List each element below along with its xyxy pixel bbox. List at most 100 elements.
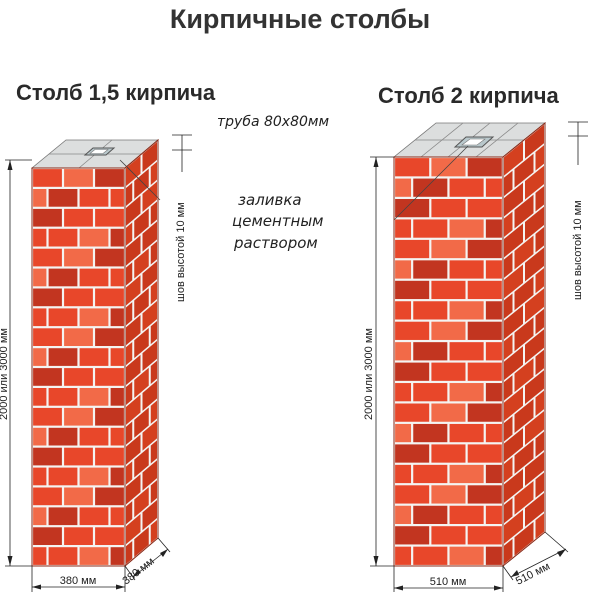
brick — [142, 420, 157, 451]
brick — [395, 342, 412, 361]
brick — [48, 189, 78, 207]
brick — [395, 219, 412, 238]
brick — [48, 228, 78, 247]
brick — [535, 267, 544, 294]
brick — [134, 447, 149, 478]
brick — [395, 383, 412, 402]
brick — [142, 141, 157, 173]
brick — [504, 428, 523, 462]
brick — [126, 262, 133, 286]
brick — [134, 327, 149, 359]
brick — [504, 416, 513, 442]
brick — [33, 407, 62, 426]
brick — [126, 474, 141, 505]
brick — [33, 348, 47, 366]
brick — [150, 161, 157, 185]
brick — [110, 427, 124, 446]
brick — [525, 329, 544, 364]
brick — [514, 317, 534, 352]
brick — [32, 168, 125, 566]
brick — [514, 276, 534, 311]
brick — [33, 328, 62, 346]
brick — [395, 260, 412, 279]
brick — [413, 383, 448, 402]
brick — [33, 248, 62, 267]
brick — [33, 527, 62, 545]
brick — [79, 507, 109, 526]
brick — [504, 469, 523, 503]
brick — [431, 403, 466, 422]
brick — [413, 342, 448, 361]
brick — [33, 447, 62, 466]
brick — [126, 275, 141, 306]
brick — [126, 514, 141, 545]
brick — [79, 467, 109, 486]
brick — [33, 268, 47, 287]
brick — [413, 260, 448, 279]
brick — [535, 186, 544, 212]
brick — [395, 546, 412, 565]
brick — [449, 301, 484, 320]
brick — [126, 354, 141, 386]
brick — [525, 124, 544, 159]
brick — [48, 268, 78, 287]
brick — [134, 208, 149, 239]
brick — [395, 321, 430, 340]
brick — [431, 526, 466, 545]
brick — [95, 328, 124, 346]
brick — [413, 546, 448, 565]
brick — [95, 447, 124, 466]
brick — [142, 460, 157, 491]
fill-note-line-1: заливка — [238, 191, 302, 209]
brick — [525, 370, 544, 405]
brick — [485, 464, 502, 484]
brick — [485, 546, 502, 565]
brick — [95, 368, 124, 386]
brick — [504, 305, 523, 340]
brick — [394, 157, 503, 566]
brick — [485, 301, 502, 320]
brick — [413, 219, 448, 238]
brick — [64, 368, 93, 386]
brick — [395, 464, 412, 484]
brick — [514, 153, 534, 188]
brick — [504, 293, 513, 319]
brick — [467, 444, 502, 463]
brick — [33, 507, 47, 526]
brick — [79, 348, 109, 366]
brick — [33, 388, 47, 406]
right-width-dimension — [393, 566, 504, 592]
brick — [33, 547, 47, 565]
brick — [395, 526, 430, 545]
pipe-note: труба 80х80мм — [217, 114, 329, 130]
brick — [485, 342, 502, 361]
brick — [514, 399, 534, 433]
brick — [504, 141, 523, 176]
brick — [395, 178, 412, 197]
brick — [535, 308, 544, 335]
brick — [33, 288, 62, 307]
brick — [431, 239, 466, 259]
brick — [525, 165, 544, 200]
brick — [126, 341, 133, 366]
brick — [467, 526, 502, 545]
brick — [431, 321, 466, 340]
brick — [514, 440, 534, 474]
brick — [79, 427, 109, 446]
brick — [134, 526, 149, 558]
brick — [126, 540, 133, 565]
brick — [504, 509, 523, 544]
right-height-label: 2000 или 3000 мм — [363, 328, 375, 420]
brick — [485, 219, 502, 238]
brick — [142, 380, 157, 411]
right-width-label: 510 мм — [430, 576, 467, 588]
brick — [134, 487, 149, 518]
brick — [126, 381, 133, 405]
brick — [525, 411, 544, 445]
left-pillar-label: Столб 1,5 кирпича — [16, 80, 216, 105]
brick — [134, 367, 149, 398]
brick — [504, 497, 513, 524]
brick — [150, 201, 157, 225]
brick — [504, 252, 513, 278]
